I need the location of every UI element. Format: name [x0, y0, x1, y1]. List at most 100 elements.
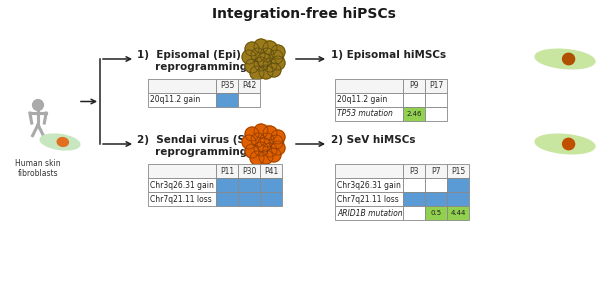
Bar: [425, 192, 447, 206]
Text: Chr7q21.11 loss: Chr7q21.11 loss: [150, 195, 212, 204]
Circle shape: [263, 58, 277, 72]
Circle shape: [254, 142, 268, 156]
Text: Chr3q26.31 gain: Chr3q26.31 gain: [337, 181, 401, 189]
Text: 1) Episomal hiMSCs: 1) Episomal hiMSCs: [331, 50, 446, 60]
Text: P7: P7: [431, 166, 441, 176]
Circle shape: [271, 45, 285, 59]
Circle shape: [245, 42, 259, 56]
Bar: [260, 164, 282, 178]
Bar: [425, 206, 447, 220]
Circle shape: [245, 127, 259, 141]
Bar: [260, 178, 282, 192]
Bar: [335, 178, 403, 192]
Text: P3: P3: [409, 166, 419, 176]
Text: 20q11.2 gain: 20q11.2 gain: [150, 95, 200, 104]
Text: 4.44: 4.44: [450, 210, 466, 216]
Text: P15: P15: [451, 166, 465, 176]
Circle shape: [267, 148, 281, 162]
Bar: [335, 107, 403, 121]
Bar: [447, 178, 469, 192]
Bar: [148, 79, 216, 93]
Circle shape: [246, 40, 284, 78]
Bar: [148, 164, 216, 178]
Bar: [238, 93, 260, 107]
Circle shape: [246, 125, 284, 163]
Bar: [335, 192, 403, 206]
Text: P30: P30: [242, 166, 256, 176]
Text: Integration-free hiPSCs: Integration-free hiPSCs: [212, 7, 396, 21]
Ellipse shape: [535, 49, 595, 69]
Bar: [403, 178, 425, 192]
Text: P42: P42: [242, 81, 256, 91]
Bar: [447, 164, 469, 178]
Circle shape: [263, 126, 277, 140]
Text: TP53 mutation: TP53 mutation: [337, 110, 393, 119]
Circle shape: [269, 50, 283, 64]
Bar: [335, 79, 403, 93]
Bar: [148, 192, 216, 206]
Circle shape: [263, 143, 277, 157]
Bar: [238, 164, 260, 178]
Bar: [425, 178, 447, 192]
Circle shape: [271, 141, 285, 155]
Circle shape: [257, 53, 271, 67]
Bar: [403, 79, 425, 93]
Circle shape: [251, 48, 265, 62]
Circle shape: [242, 135, 256, 149]
Ellipse shape: [563, 138, 575, 150]
Bar: [216, 164, 238, 178]
Circle shape: [260, 48, 274, 62]
Circle shape: [250, 151, 264, 165]
Bar: [425, 93, 447, 107]
Bar: [238, 79, 260, 93]
Circle shape: [251, 133, 265, 147]
Ellipse shape: [57, 138, 68, 146]
Circle shape: [269, 135, 283, 149]
Bar: [425, 107, 447, 121]
Text: reprogramming: reprogramming: [137, 62, 247, 72]
Bar: [403, 164, 425, 178]
Bar: [403, 107, 425, 121]
Text: Chr7q21.11 loss: Chr7q21.11 loss: [337, 195, 399, 204]
Bar: [216, 93, 238, 107]
Circle shape: [267, 63, 281, 77]
Circle shape: [245, 144, 259, 158]
Circle shape: [254, 39, 268, 53]
Text: 2.46: 2.46: [406, 111, 422, 117]
Circle shape: [259, 150, 273, 164]
Circle shape: [271, 56, 285, 70]
Bar: [238, 178, 260, 192]
Bar: [425, 164, 447, 178]
Bar: [403, 192, 425, 206]
Text: 0.5: 0.5: [431, 210, 442, 216]
Ellipse shape: [563, 53, 575, 65]
Circle shape: [263, 41, 277, 55]
Circle shape: [242, 50, 256, 64]
Circle shape: [245, 59, 259, 73]
Circle shape: [250, 66, 264, 80]
Bar: [148, 93, 216, 107]
Text: P9: P9: [409, 81, 419, 91]
Circle shape: [271, 130, 285, 144]
Bar: [216, 178, 238, 192]
Circle shape: [254, 57, 268, 71]
Text: 2) SeV hiMSCs: 2) SeV hiMSCs: [331, 135, 415, 145]
Circle shape: [260, 133, 274, 147]
Text: P35: P35: [220, 81, 234, 91]
Text: 1)  Episomal (Epi): 1) Episomal (Epi): [137, 50, 241, 60]
Text: 2)  Sendai virus (SeV): 2) Sendai virus (SeV): [137, 135, 265, 145]
Bar: [403, 93, 425, 107]
Bar: [403, 206, 425, 220]
Ellipse shape: [535, 134, 595, 154]
Text: reprogramming: reprogramming: [137, 147, 247, 157]
Text: P41: P41: [264, 166, 278, 176]
Bar: [335, 164, 403, 178]
Circle shape: [259, 65, 273, 79]
Text: P11: P11: [220, 166, 234, 176]
Bar: [238, 192, 260, 206]
Bar: [216, 192, 238, 206]
Bar: [335, 93, 403, 107]
Text: Chr3q26.31 gain: Chr3q26.31 gain: [150, 181, 214, 189]
Bar: [447, 192, 469, 206]
Bar: [425, 79, 447, 93]
